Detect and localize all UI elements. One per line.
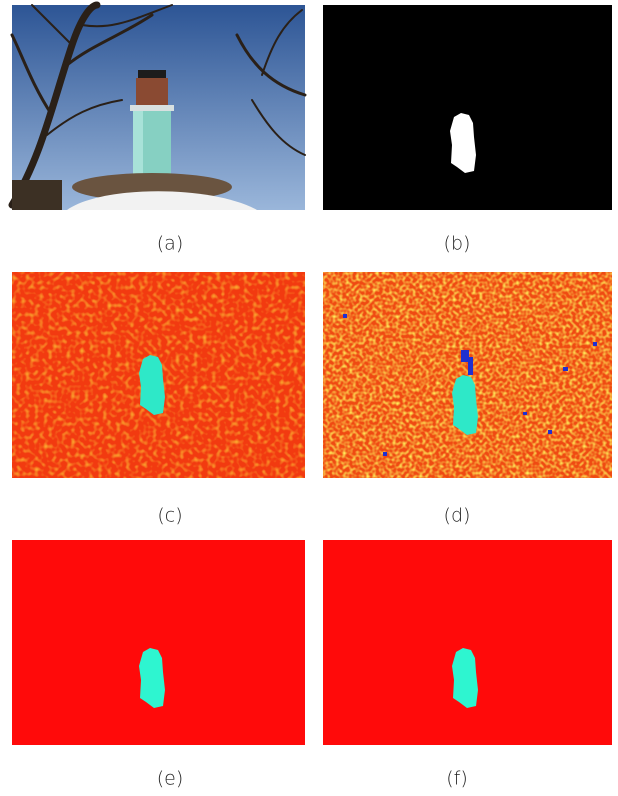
figure: (a) (b) (c) (d) (e) (f) — [0, 0, 618, 796]
panel-label: (d) — [444, 505, 471, 527]
panel-map-d — [323, 272, 612, 478]
panel-label: (f) — [446, 768, 468, 790]
panel-photo — [12, 5, 305, 210]
panel-mask — [323, 5, 612, 210]
panel-label: (e) — [157, 768, 184, 790]
panel-map-e — [12, 540, 305, 745]
panel-map-f — [323, 540, 612, 745]
panel-map-c — [12, 272, 305, 478]
panel-label: (b) — [444, 233, 471, 255]
panel-label: (c) — [157, 505, 182, 527]
panel-label: (a) — [157, 233, 183, 255]
